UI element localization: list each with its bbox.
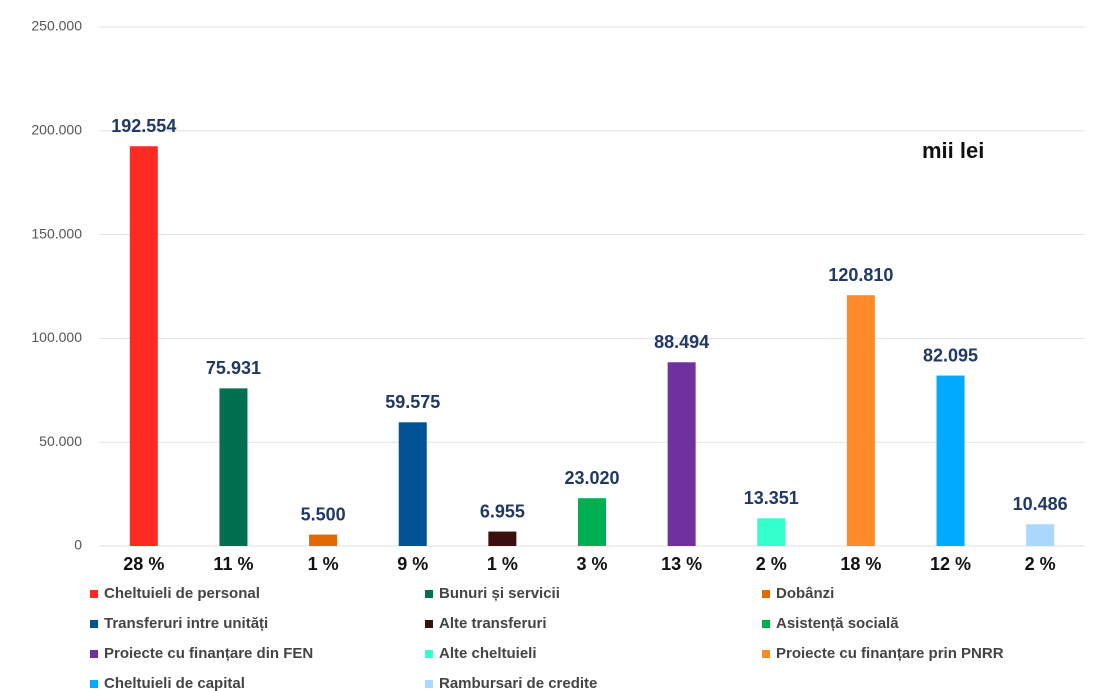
legend-swatch <box>762 590 770 598</box>
value-label: 88.494 <box>654 332 709 352</box>
legend-label: Proiecte cu finanțare din FEN <box>104 645 313 662</box>
legend-swatch <box>762 650 770 658</box>
legend-swatch <box>90 590 98 598</box>
bar <box>846 295 875 546</box>
legend-swatch <box>425 650 433 658</box>
legend-label: Cheltuieli de personal <box>104 585 260 602</box>
y-tick-label: 100.000 <box>31 329 82 345</box>
value-label: 5.500 <box>301 504 346 524</box>
percent-label: 13 % <box>661 554 702 574</box>
y-tick-label: 150.000 <box>31 225 82 241</box>
legend-swatch <box>90 680 98 688</box>
percent-label: 9 % <box>397 554 428 574</box>
legend-label: Dobânzi <box>776 585 834 602</box>
percent-label: 1 % <box>308 554 339 574</box>
legend-swatch <box>425 620 433 628</box>
legend-label: Alte cheltuieli <box>439 645 537 662</box>
legend-label: Cheltuieli de capital <box>104 675 245 691</box>
bar <box>667 362 696 546</box>
percent-label: 18 % <box>840 554 881 574</box>
legend-swatch <box>425 590 433 598</box>
bar <box>488 531 517 546</box>
legend-swatch <box>90 650 98 658</box>
bar <box>398 422 427 546</box>
percent-label: 28 % <box>123 554 164 574</box>
legend-label: Transferuri intre unități <box>104 615 268 632</box>
legend-label: Rambursari de credite <box>439 675 597 691</box>
y-tick-label: 250.000 <box>31 18 82 34</box>
percent-label: 2 % <box>1025 554 1056 574</box>
bar <box>757 518 786 546</box>
bar <box>1026 524 1055 546</box>
percent-label: 11 % <box>213 554 253 574</box>
legend-label: Asistență socială <box>776 615 899 632</box>
percent-label: 2 % <box>756 554 787 574</box>
unit-annotation: mii lei <box>922 138 984 163</box>
bar <box>578 498 606 546</box>
percent-label: 12 % <box>930 554 971 574</box>
value-label: 120.810 <box>828 265 893 285</box>
value-label: 192.554 <box>111 116 176 136</box>
percent-label: 3 % <box>576 554 607 574</box>
value-label: 23.020 <box>564 468 619 488</box>
value-label: 82.095 <box>923 345 978 365</box>
legend-swatch <box>762 620 770 628</box>
value-label: 10.486 <box>1013 494 1068 514</box>
bar <box>129 146 158 547</box>
y-tick-label: 50.000 <box>39 433 82 449</box>
y-tick-label: 200.000 <box>31 122 82 138</box>
legend-label: Alte transferuri <box>439 615 547 632</box>
bar <box>219 388 248 546</box>
bar <box>309 534 338 546</box>
value-label: 59.575 <box>385 392 440 412</box>
y-tick-label: 0 <box>74 537 82 553</box>
value-label: 75.931 <box>206 358 261 378</box>
value-label: 6.955 <box>480 501 525 521</box>
legend-swatch <box>425 680 433 688</box>
value-label: 13.351 <box>744 488 799 508</box>
bar <box>936 375 965 546</box>
percent-label: 1 % <box>487 554 518 574</box>
legend-label: Proiecte cu finanțare prin PNRR <box>776 645 1004 662</box>
legend-label: Bunuri și servicii <box>439 585 560 602</box>
legend-swatch <box>90 620 98 628</box>
